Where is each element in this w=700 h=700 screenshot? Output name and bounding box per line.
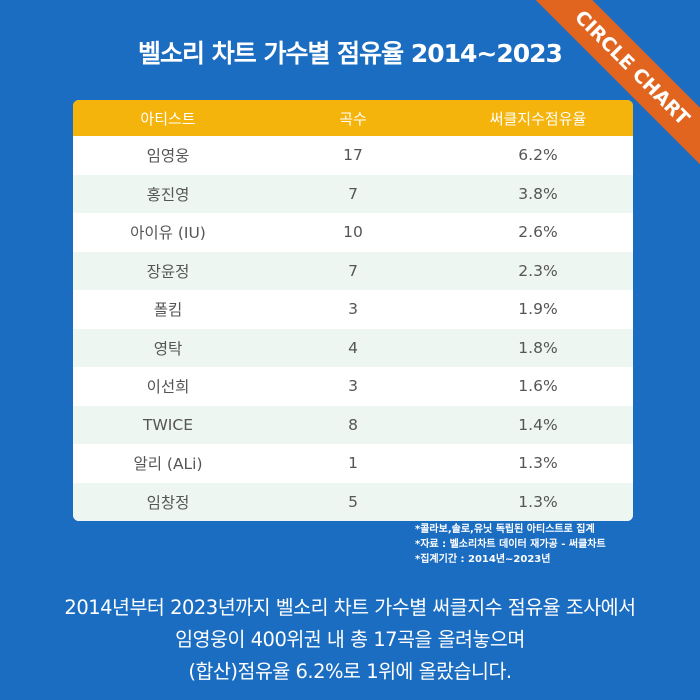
table-row: 이선희 3 1.6% <box>73 367 633 406</box>
table-row: TWICE 8 1.4% <box>73 405 633 444</box>
share-cell: 1.6% <box>518 377 558 396</box>
table-row: 알리 (ALi) 1 1.3% <box>73 444 633 483</box>
artist-cell: 장윤정 <box>146 262 190 281</box>
share-cell: 2.6% <box>518 223 558 242</box>
share-table: 아티스트 곡수 써클지수점유율 임영웅 17 6.2% 홍진영 7 3.8% 아이유 (IU… <box>73 100 633 521</box>
header-songs: 곡수 <box>339 109 367 128</box>
artist-cell: 임영웅 <box>146 147 190 166</box>
share-cell: 1.3% <box>518 492 558 511</box>
table-row: 장윤정 7 2.3% <box>73 251 633 290</box>
summary-line: (합산)점유율 6.2%로 1위에 올랐습니다. <box>188 660 512 683</box>
share-cell: 1.4% <box>518 415 558 434</box>
table-row: 폴킴 3 1.9% <box>73 290 633 329</box>
share-cell: 1.9% <box>518 300 558 319</box>
songs-cell: 1 <box>348 454 358 473</box>
table-header: 아티스트 곡수 써클지수점유율 <box>73 100 633 136</box>
share-cell: 1.8% <box>518 338 558 357</box>
artist-cell: 홍진영 <box>146 185 190 204</box>
artist-cell: 알리 (ALi) <box>133 455 203 474</box>
artist-cell: 아이유 (IU) <box>130 224 206 243</box>
artist-cell: 폴킴 <box>153 301 183 320</box>
table-row: 영탁 4 1.8% <box>73 328 633 367</box>
songs-cell: 10 <box>343 223 363 242</box>
summary-line: 2014년부터 2023년까지 벨소리 차트 가수별 써클지수 점유율 조사에서 <box>64 596 636 619</box>
artist-cell: TWICE <box>143 415 193 434</box>
share-cell: 1.3% <box>518 454 558 473</box>
table-row: 임영웅 17 6.2% <box>73 136 633 175</box>
table-row: 임창정 5 1.3% <box>73 482 633 521</box>
share-cell: 3.8% <box>518 184 558 203</box>
summary-text: 2014년부터 2023년까지 벨소리 차트 가수별 써클지수 점유율 조사에서… <box>0 592 700 688</box>
summary-line: 임영웅이 400위권 내 총 17곡을 올려놓으며 <box>175 628 525 651</box>
page-title: 벨소리 차트 가수별 점유율 2014~2023 <box>138 39 563 68</box>
songs-cell: 5 <box>348 492 358 511</box>
songs-cell: 17 <box>343 146 363 165</box>
songs-cell: 7 <box>348 184 358 203</box>
header-share: 써클지수점유율 <box>489 109 587 128</box>
songs-cell: 8 <box>348 415 358 434</box>
artist-cell: 이선희 <box>146 378 190 397</box>
footnotes: *콜라보,솔로,유닛 독립된 아티스트로 집계 *자료 : 벨소리차트 데이터 … <box>415 522 606 567</box>
songs-cell: 3 <box>348 300 358 319</box>
footnote: *콜라보,솔로,유닛 독립된 아티스트로 집계 <box>415 524 595 535</box>
share-cell: 2.3% <box>518 261 558 280</box>
footnote: *자료 : 벨소리차트 데이터 재가공 - 써클차트 <box>415 539 606 550</box>
footnote: *집계기간 : 2014년~2023년 <box>415 554 551 565</box>
songs-cell: 3 <box>348 377 358 396</box>
table-row: 홍진영 7 3.8% <box>73 174 633 213</box>
header-artist: 아티스트 <box>140 109 196 128</box>
songs-cell: 7 <box>348 261 358 280</box>
table-row: 아이유 (IU) 10 2.6% <box>73 213 633 252</box>
share-cell: 6.2% <box>518 146 558 165</box>
songs-cell: 4 <box>348 338 358 357</box>
artist-cell: 영탁 <box>153 339 183 358</box>
artist-cell: 임창정 <box>146 493 190 512</box>
